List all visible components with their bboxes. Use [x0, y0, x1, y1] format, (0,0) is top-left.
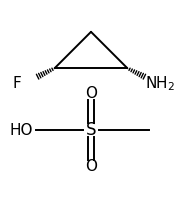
- Text: S: S: [86, 121, 96, 139]
- Text: O: O: [85, 86, 97, 101]
- Text: O: O: [85, 159, 97, 174]
- Text: NH$_2$: NH$_2$: [145, 74, 175, 93]
- Text: HO: HO: [9, 123, 33, 138]
- Text: F: F: [12, 76, 21, 91]
